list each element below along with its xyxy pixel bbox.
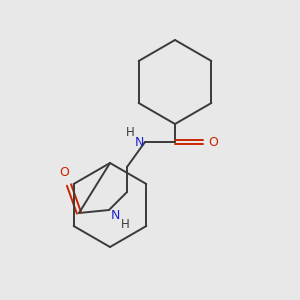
Text: O: O <box>59 166 69 179</box>
Text: H: H <box>126 127 135 140</box>
Text: H: H <box>121 218 130 231</box>
Text: N: N <box>135 136 144 148</box>
Text: N: N <box>111 209 120 222</box>
Text: O: O <box>208 136 218 148</box>
